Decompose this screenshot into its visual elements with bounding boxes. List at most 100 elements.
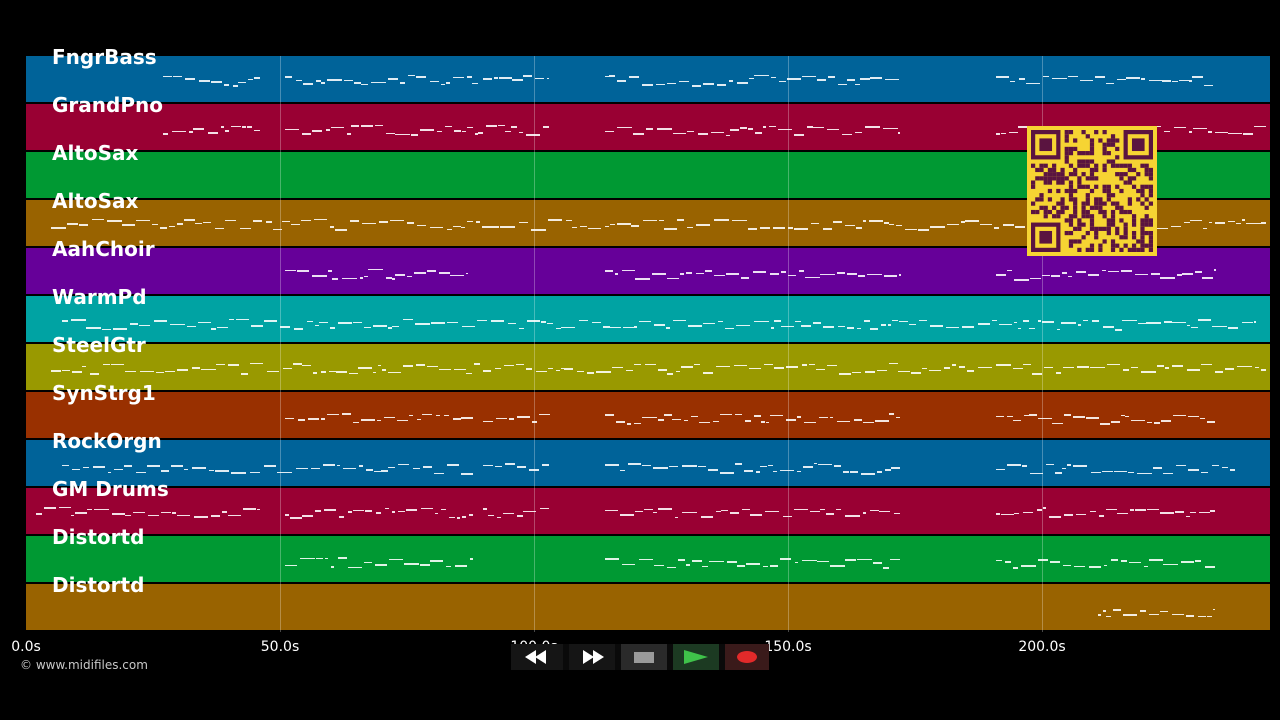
note	[330, 566, 334, 568]
note	[302, 515, 313, 517]
note	[161, 512, 171, 513]
note	[1163, 473, 1174, 474]
note	[347, 511, 352, 513]
note	[634, 364, 642, 365]
qr-module	[1073, 209, 1078, 215]
note	[1201, 472, 1209, 473]
note	[250, 325, 263, 327]
note	[754, 75, 770, 76]
note	[185, 78, 196, 80]
qr-module	[1106, 184, 1111, 189]
play-button[interactable]	[673, 644, 719, 670]
note	[124, 371, 137, 372]
note	[1075, 514, 1087, 515]
qr-module	[1110, 134, 1116, 139]
note	[698, 466, 707, 467]
note	[966, 370, 975, 372]
note	[881, 324, 887, 326]
note	[1123, 369, 1129, 371]
qr-module	[1148, 247, 1153, 252]
note	[220, 126, 224, 128]
note	[1115, 329, 1122, 331]
qr-module	[1131, 222, 1137, 227]
note	[1036, 509, 1043, 511]
note	[373, 471, 381, 472]
note	[555, 370, 560, 371]
note	[511, 126, 518, 128]
note	[754, 321, 769, 322]
note	[300, 220, 312, 221]
note	[503, 365, 515, 366]
qr-module	[1031, 201, 1036, 206]
note	[1004, 561, 1012, 563]
note	[383, 417, 396, 418]
note	[445, 566, 452, 567]
note	[1029, 278, 1042, 279]
note	[257, 509, 260, 510]
qr-module	[1031, 209, 1036, 215]
note	[729, 512, 739, 514]
note	[61, 465, 69, 466]
note	[460, 417, 474, 419]
qr-module	[1094, 230, 1099, 236]
note	[1006, 270, 1012, 271]
qr-module	[1140, 243, 1145, 248]
note	[1076, 271, 1086, 273]
qr-module	[1068, 239, 1074, 244]
note	[314, 219, 328, 220]
note	[755, 471, 760, 473]
rewind-button[interactable]	[511, 644, 563, 670]
note	[353, 422, 359, 423]
note	[592, 322, 602, 323]
note	[1024, 415, 1029, 416]
note	[1148, 614, 1160, 615]
qr-module	[1136, 247, 1141, 252]
note	[922, 368, 927, 369]
qr-module	[1085, 247, 1090, 252]
qr-module	[1119, 218, 1124, 223]
note	[311, 130, 323, 132]
qr-module	[1073, 226, 1078, 231]
note	[779, 470, 795, 471]
qr-module	[1085, 201, 1090, 206]
qr-module	[1056, 180, 1061, 185]
note	[386, 133, 395, 134]
note	[1023, 364, 1032, 365]
note	[994, 227, 999, 229]
note	[642, 220, 657, 221]
note	[1064, 514, 1073, 516]
qr-module	[1085, 151, 1090, 156]
note	[1089, 511, 1096, 512]
note	[1186, 325, 1190, 326]
qr-module	[1043, 209, 1048, 215]
qr-module	[1106, 226, 1111, 231]
qr-module	[1039, 197, 1044, 202]
qr-module	[1047, 176, 1053, 181]
fast-forward-button[interactable]	[569, 644, 615, 670]
note	[889, 413, 894, 415]
qr-module	[1144, 222, 1149, 227]
note	[1205, 566, 1215, 568]
note	[173, 76, 182, 77]
qr-module	[1106, 197, 1111, 202]
note	[373, 325, 388, 327]
note	[539, 414, 548, 415]
record-button[interactable]	[725, 644, 769, 670]
note	[749, 514, 762, 516]
note	[1091, 320, 1099, 322]
qr-module	[1081, 130, 1086, 135]
qr-module	[1102, 239, 1107, 244]
note	[1014, 279, 1029, 281]
note	[996, 560, 1003, 561]
note	[1159, 611, 1169, 612]
note	[863, 422, 874, 423]
note	[1157, 228, 1169, 229]
qr-module	[1085, 176, 1090, 181]
time-tick-label: 200.0s	[1018, 639, 1066, 655]
stop-button[interactable]	[621, 644, 667, 670]
qr-module	[1077, 239, 1082, 244]
note	[769, 273, 779, 275]
note	[296, 80, 303, 81]
note	[1048, 516, 1062, 518]
note	[360, 125, 373, 127]
